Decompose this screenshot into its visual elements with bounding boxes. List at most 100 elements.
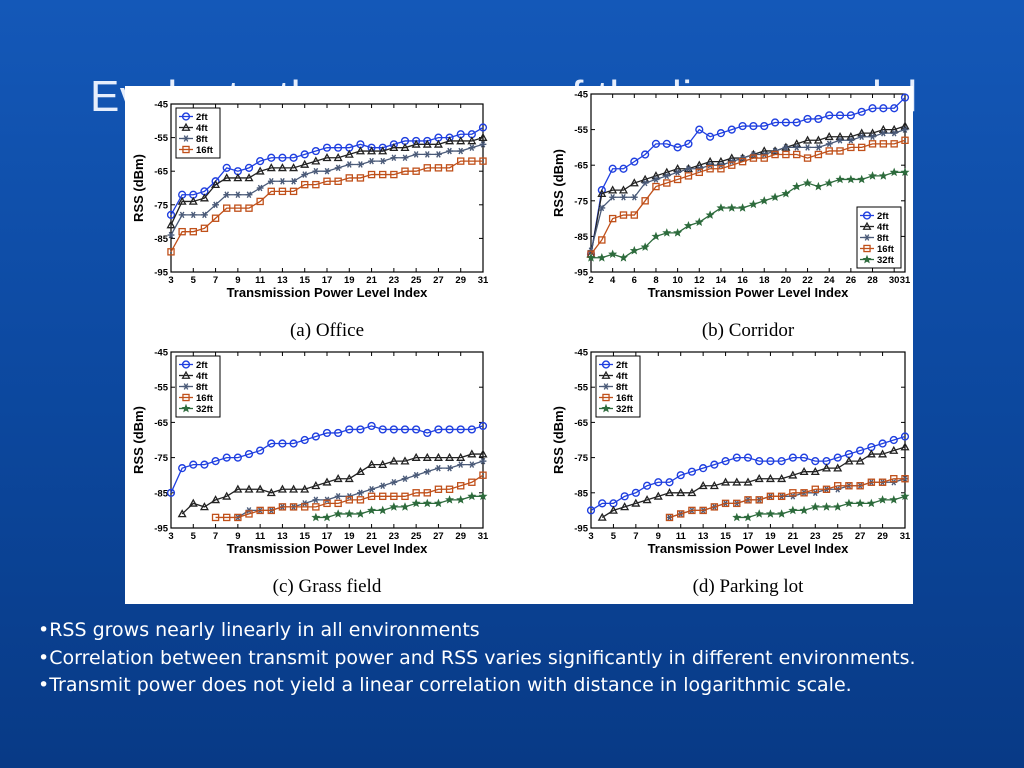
data-point: [400, 502, 410, 511]
data-point: [233, 173, 243, 182]
data-point: [665, 478, 674, 487]
y-tick-label: -45: [574, 348, 588, 359]
marker-stroke: [224, 191, 230, 199]
data-point: [256, 506, 264, 515]
data-point: [662, 139, 671, 148]
x-tick-label: 29: [455, 531, 466, 542]
y-axis-title: RSS (dBm): [551, 149, 566, 217]
legend-marker: [862, 254, 872, 264]
data-point: [211, 214, 220, 222]
data-point: [652, 176, 660, 183]
data-point: [478, 491, 488, 501]
marker-stroke: [369, 485, 374, 493]
data-point: [267, 153, 276, 162]
data-point: [368, 485, 375, 493]
data-point: [255, 166, 265, 175]
data-point: [222, 453, 231, 462]
marker-stroke: [686, 165, 691, 173]
data-point: [813, 135, 823, 144]
data-point: [641, 179, 649, 187]
series-32ft: [732, 491, 910, 522]
marker-stroke: [358, 489, 363, 497]
marker-stroke: [313, 167, 319, 175]
data-point: [322, 143, 332, 152]
data-point: [900, 491, 910, 501]
data-point: [322, 153, 332, 162]
data-point: [435, 151, 442, 158]
legend-label: 4ft: [616, 371, 628, 382]
data-point: [223, 513, 231, 522]
marker-stroke: [358, 161, 363, 168]
marker-stroke: [458, 461, 464, 468]
data-point: [777, 509, 787, 518]
data-point: [732, 477, 742, 486]
data-point: [400, 456, 410, 465]
data-point: [334, 164, 342, 172]
x-tick-label: 9: [235, 531, 240, 542]
data-point: [771, 150, 779, 159]
data-point: [468, 461, 476, 468]
marker-stroke: [302, 171, 308, 178]
data-point: [467, 491, 477, 501]
legend-label: 8ft: [196, 382, 208, 393]
data-point: [244, 173, 254, 182]
marker-stroke: [413, 471, 419, 479]
data-point: [368, 157, 375, 165]
chart-caption: (b) Corridor: [702, 320, 795, 341]
data-point: [445, 452, 455, 461]
data-point: [389, 502, 399, 511]
data-point: [222, 163, 231, 172]
series-line: [315, 495, 483, 519]
data-point: [389, 142, 399, 152]
plot-frame: [590, 93, 906, 273]
data-point: [289, 163, 299, 172]
series-line: [170, 160, 483, 253]
data-point: [755, 496, 763, 504]
legend-marker: [182, 383, 190, 390]
data-point: [631, 498, 641, 507]
data-point: [344, 149, 354, 158]
data-point: [401, 167, 409, 175]
data-point: [311, 146, 320, 156]
marker-stroke: [469, 461, 475, 468]
data-point: [765, 509, 775, 518]
y-tick-label: -95: [574, 524, 588, 535]
marker-stroke: [902, 126, 908, 133]
data-point: [344, 473, 354, 483]
data-point: [401, 154, 409, 162]
data-point: [311, 512, 321, 522]
data-point: [676, 488, 686, 497]
data-point: [411, 452, 421, 461]
data-point: [721, 499, 730, 508]
marker-stroke: [675, 169, 680, 176]
y-tick-label: -55: [574, 125, 588, 136]
data-point: [687, 467, 697, 476]
data-point: [901, 126, 909, 133]
x-tick-label: 18: [759, 275, 770, 286]
data-point: [234, 204, 242, 212]
figure-panel: -95 -85 -75 -65 -55 -45 3 5 7 9 11 13 15 17 19 21 23 25 27…: [125, 86, 913, 604]
data-point: [468, 144, 476, 151]
marker-stroke: [346, 161, 352, 168]
data-point: [641, 197, 649, 205]
data-point: [199, 502, 209, 511]
data-point: [289, 187, 298, 196]
data-point: [367, 170, 376, 179]
data-point: [766, 492, 775, 501]
bullet-item: •RSS grows nearly linearly in all enviro…: [38, 619, 480, 641]
data-point: [676, 471, 685, 480]
marker-stroke: [424, 468, 430, 475]
data-point: [869, 133, 876, 141]
data-point: [434, 425, 443, 434]
data-point: [727, 203, 737, 212]
data-point: [803, 178, 813, 187]
data-point: [333, 153, 343, 162]
y-tick-label: -45: [154, 348, 168, 359]
data-point: [777, 457, 786, 466]
x-tick-label: 13: [277, 275, 288, 286]
data-point: [822, 485, 831, 493]
marker-stroke: [632, 193, 637, 201]
data-point: [178, 211, 186, 219]
data-point: [400, 425, 410, 434]
